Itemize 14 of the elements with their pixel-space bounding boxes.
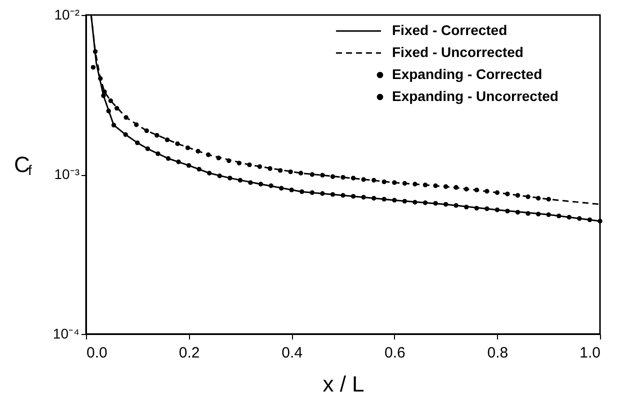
x-tick-label: 0.8 xyxy=(487,344,508,362)
legend-label: Fixed - Corrected xyxy=(392,22,508,38)
x-tick-label: 0.6 xyxy=(384,344,406,362)
x-axis-title: x / L xyxy=(322,372,364,396)
y-tick-label: 10⁻⁴ xyxy=(52,326,80,342)
legend-label: Expanding - Uncorrected xyxy=(392,88,558,104)
x-tick-label: 1.0 xyxy=(580,344,600,362)
legend-label: Expanding - Corrected xyxy=(392,66,542,82)
x-tick-label: 0.2 xyxy=(178,344,200,362)
y-tick-label: 10⁻² xyxy=(54,6,80,22)
y-tick-label: 10⁻³ xyxy=(54,166,80,182)
legend-label: Fixed - Uncorrected xyxy=(392,44,524,60)
x-tick-label: 0.0 xyxy=(86,344,108,362)
x-tick-label: 0.4 xyxy=(282,344,303,362)
